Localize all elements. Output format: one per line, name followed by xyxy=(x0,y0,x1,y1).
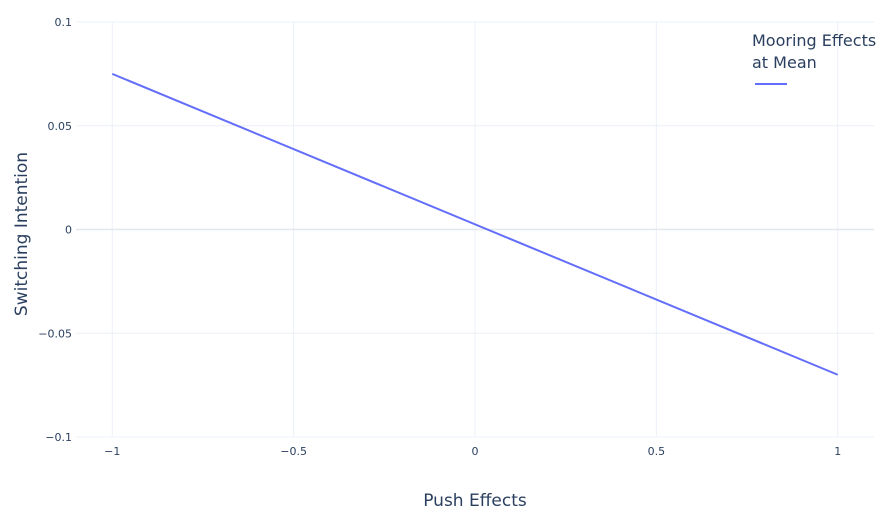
x-axis-title: Push Effects xyxy=(423,491,527,510)
legend: Mooring Effects at Mean xyxy=(752,31,876,85)
y-tick-label: 0.1 xyxy=(55,16,73,29)
y-tick-label: 0.05 xyxy=(48,120,73,133)
y-tick-label: 0 xyxy=(65,224,72,237)
x-tick-label: 1 xyxy=(834,445,841,458)
y-axis-title: Switching Intention xyxy=(12,152,32,316)
x-axis: −1 −0.5 0 0.5 1 xyxy=(104,445,841,458)
y-tick-label: −0.05 xyxy=(38,327,72,340)
series-layer xyxy=(111,72,839,376)
grid xyxy=(76,21,874,438)
x-tick-label: −1 xyxy=(104,445,120,458)
series-line xyxy=(111,72,839,376)
x-tick-label: −0.5 xyxy=(280,445,307,458)
y-axis: 0.1 0.05 0 −0.05 −0.1 xyxy=(38,16,72,444)
legend-title-line-1: Mooring Effects xyxy=(752,31,876,50)
x-tick-label: 0.5 xyxy=(648,445,666,458)
x-tick-label: 0 xyxy=(472,445,479,458)
legend-title-line-2: at Mean xyxy=(752,53,817,72)
y-tick-label: −0.1 xyxy=(45,431,72,444)
